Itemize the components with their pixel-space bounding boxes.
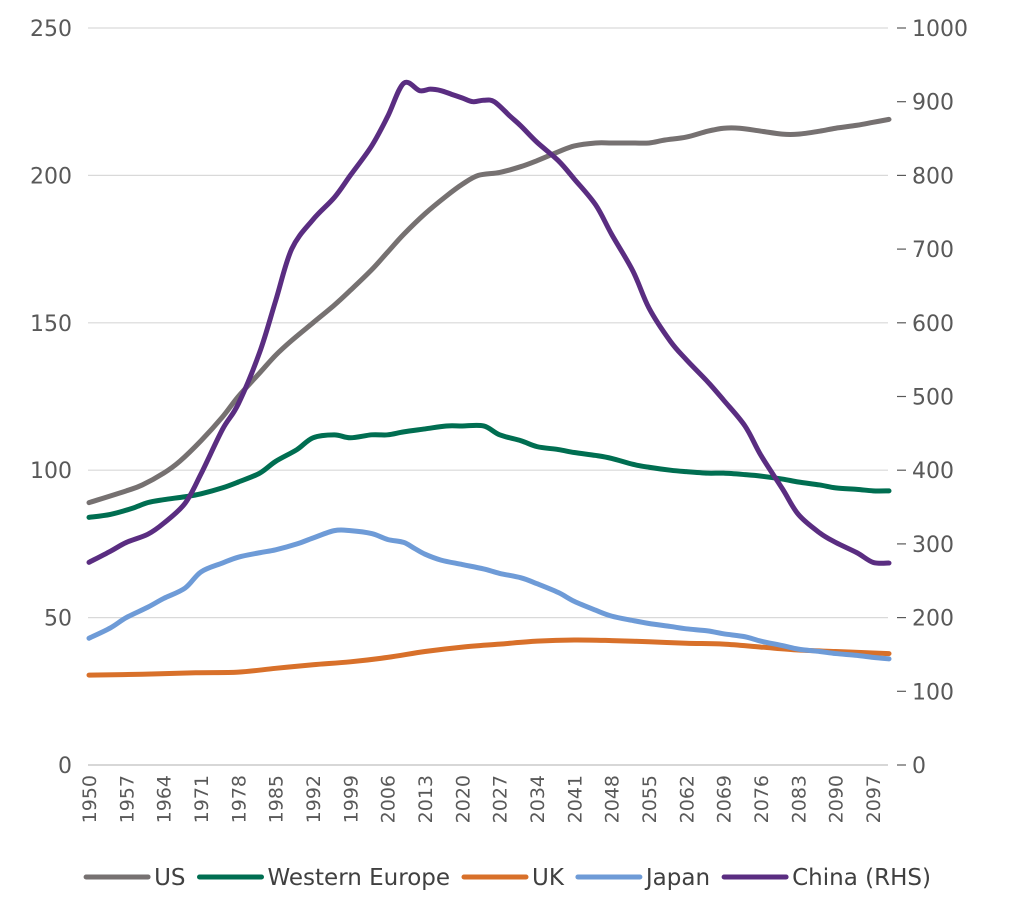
legend-label: Western Europe <box>268 865 451 891</box>
y2-tick-label: 900 <box>912 91 954 116</box>
x-tick-label: 2027 <box>490 775 512 823</box>
legend-label: UK <box>532 865 565 891</box>
x-tick-label: 2041 <box>564 775 586 823</box>
y2-tick-label: 700 <box>912 238 954 263</box>
x-tick-label: 2055 <box>639 775 661 823</box>
series-line-japan <box>86 527 892 662</box>
x-tick-label: 2083 <box>788 775 810 823</box>
legend-item-us: US <box>83 865 186 891</box>
legend-item-uk: UK <box>461 865 565 891</box>
legend-label: Japan <box>644 865 710 891</box>
y2-tick-label: 800 <box>912 164 954 189</box>
x-tick-label: 2034 <box>527 775 549 823</box>
y2-tick-label: 0 <box>912 754 926 779</box>
y-tick-label: 200 <box>30 164 72 189</box>
series-line-uk <box>86 637 892 678</box>
legend-item-western-europe: Western Europe <box>197 865 451 891</box>
legend: US Western Europe UK Japan China (RHS) <box>83 865 931 891</box>
x-tick-label: 2090 <box>826 775 848 823</box>
x-tick-label: 1950 <box>79 775 101 823</box>
x-tick-label: 2013 <box>415 775 437 823</box>
y2-tick-label: 200 <box>912 607 954 632</box>
y2-tick-label: 400 <box>912 459 954 484</box>
gridlines <box>88 27 888 619</box>
x-tick-label: 2006 <box>378 775 400 823</box>
series-line-western-europe <box>86 422 892 520</box>
x-tick-label: 2020 <box>452 775 474 823</box>
x-tick-label: 1964 <box>154 775 176 823</box>
x-tick-label: 2076 <box>751 775 773 823</box>
y2-tick-label: 1000 <box>912 17 968 42</box>
x-tick-label: 1985 <box>266 775 288 823</box>
x-tick-label: 2097 <box>863 775 885 823</box>
x-tick-label: 1992 <box>303 775 325 823</box>
axes: 0 50 100 150 200 250 0 100 200 300 400 500 600 700 800… <box>30 17 968 823</box>
y-tick-label: 50 <box>44 607 72 632</box>
y-tick-label: 250 <box>30 17 72 42</box>
series-line-china-rhs <box>86 79 892 566</box>
y-tick-label: 0 <box>58 754 72 779</box>
x-tick-label: 2062 <box>676 775 698 823</box>
x-tick-label: 2048 <box>602 775 624 823</box>
x-tick-label: 1971 <box>191 775 213 823</box>
series-lines <box>86 79 892 678</box>
y-tick-label: 100 <box>30 459 72 484</box>
x-tick-label: 1978 <box>228 775 250 823</box>
series-line-us <box>86 116 892 506</box>
y2-tick-label: 300 <box>912 533 954 558</box>
legend-label: US <box>154 865 185 891</box>
legend-item-japan: Japan <box>575 865 710 891</box>
x-tick-label: 1999 <box>340 775 362 823</box>
legend-label: China (RHS) <box>792 865 931 891</box>
legend-item-china-rhs: China (RHS) <box>721 865 931 891</box>
y-tick-label: 150 <box>30 312 72 337</box>
y2-tick-label: 100 <box>912 680 954 705</box>
y2-tick-label: 500 <box>912 386 954 411</box>
x-tick-label: 2069 <box>714 775 736 823</box>
x-tick-label: 1957 <box>116 775 138 823</box>
y2-tick-label: 600 <box>912 312 954 337</box>
